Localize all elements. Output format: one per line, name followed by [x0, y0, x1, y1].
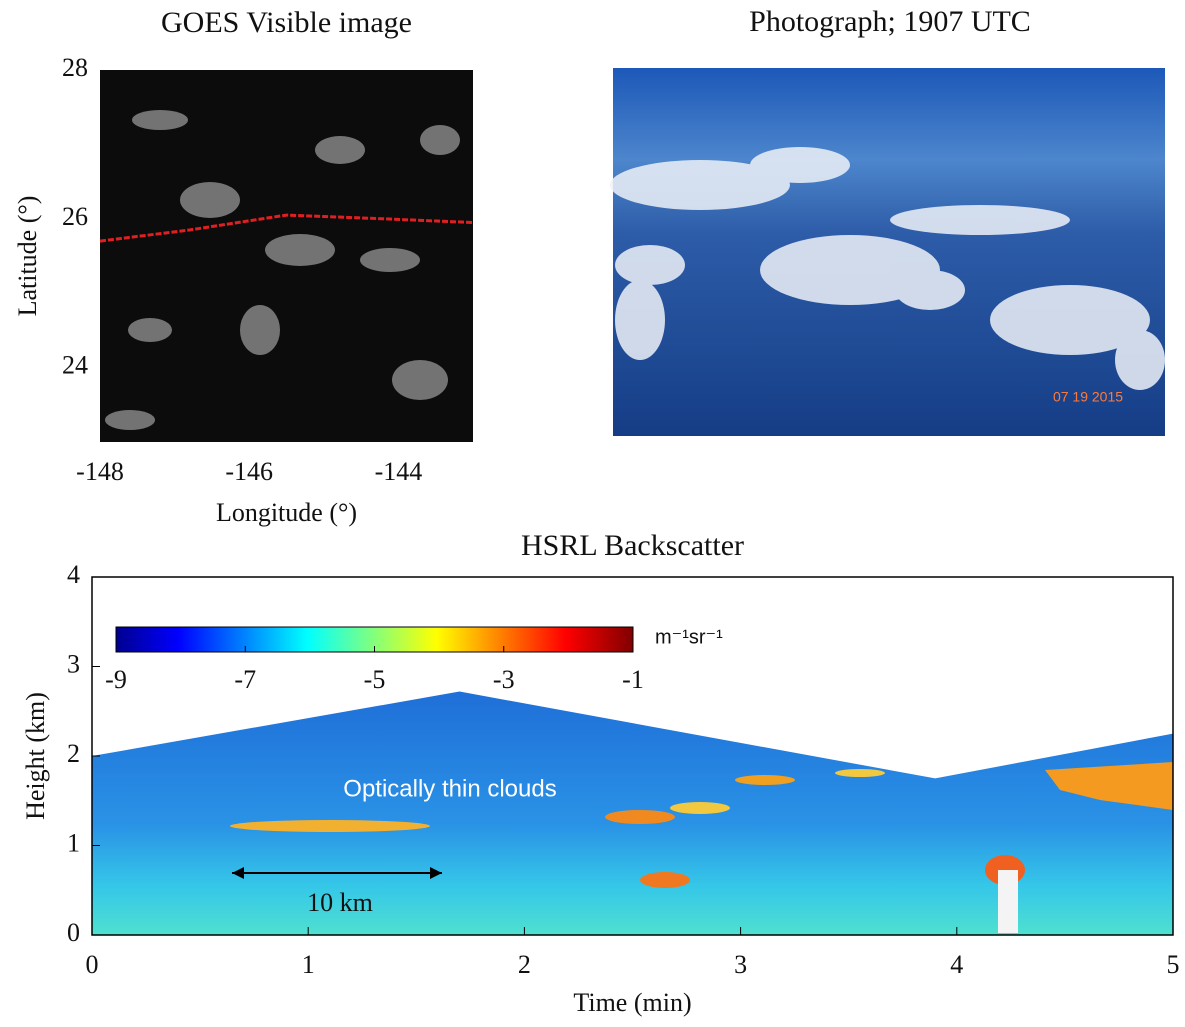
panel-title: HSRL Backscatter	[521, 529, 744, 562]
scale-label: 10 km	[307, 888, 373, 917]
x-tick-label: 4	[950, 950, 963, 979]
panel-title: Photograph; 1907 UTC	[749, 5, 1031, 38]
y-axis-label: Latitude (°)	[13, 196, 42, 317]
y-tick-label: 1	[67, 828, 80, 857]
photo-date: 07 19 2015	[1053, 389, 1123, 405]
x-tick-label: 5	[1167, 950, 1180, 979]
y-tick-label: 3	[67, 649, 80, 678]
y-axis-label: Height (km)	[21, 692, 50, 820]
colorbar-tick-label: -3	[493, 665, 515, 694]
x-tick-label: 3	[734, 950, 747, 979]
colorbar-tick-label: -5	[364, 665, 386, 694]
figure: 07 19 2015 Photograph; 1907 UTC 10 km Op…	[0, 0, 1185, 1027]
colorbar-tick-label: -1	[622, 665, 644, 694]
colorbar-unit: m⁻¹sr⁻¹	[655, 626, 723, 648]
x-axis-label: Longitude (°)	[216, 498, 357, 527]
y-tick-label: 26	[62, 202, 88, 231]
x-tick-label: -146	[225, 457, 273, 486]
x-tick-label: 2	[518, 950, 531, 979]
panel-title: GOES Visible image	[161, 6, 412, 39]
colorbar-tick-label: -9	[105, 665, 127, 694]
x-tick-label: 0	[86, 950, 99, 979]
x-axis-label: Time (min)	[573, 988, 691, 1017]
colorbar-tick-label: -7	[234, 665, 256, 694]
y-tick-label: 0	[67, 918, 80, 947]
y-tick-label: 2	[67, 739, 80, 768]
y-tick-label: 24	[62, 351, 88, 380]
x-tick-label: -144	[375, 457, 423, 486]
x-tick-label: -148	[76, 457, 124, 486]
annotation: Optically thin clouds	[343, 775, 556, 802]
y-tick-label: 4	[67, 560, 80, 589]
x-tick-label: 1	[302, 950, 315, 979]
y-tick-label: 28	[62, 53, 88, 82]
